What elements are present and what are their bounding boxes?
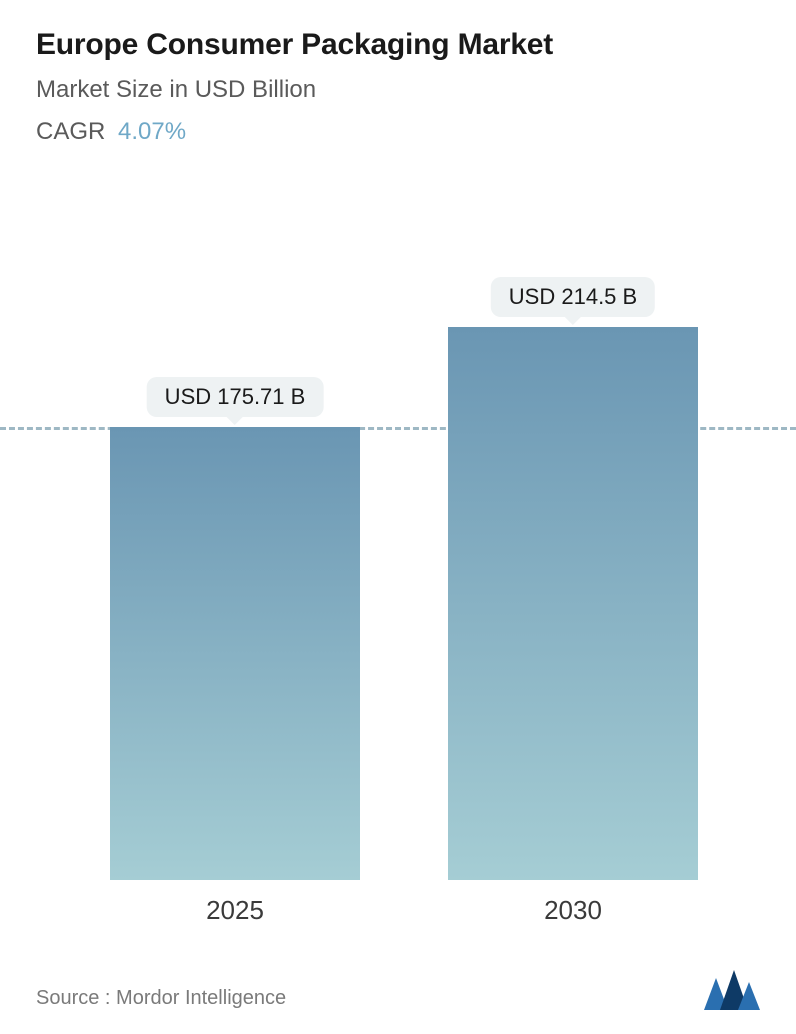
chart-subtitle: Market Size in USD Billion [36,76,760,104]
chart-title: Europe Consumer Packaging Market [36,28,760,62]
mordor-logo-icon [704,968,760,1010]
source-text: Source : Mordor Intelligence [36,987,286,1010]
cagr-row: CAGR 4.07% [36,118,760,146]
bar-2030 [448,327,698,880]
x-label-2030: 2030 [544,895,602,926]
bar-2025 [110,427,360,880]
value-bubble-2025: USD 175.71 B [147,377,324,417]
cagr-label: CAGR [36,118,105,145]
x-label-2025: 2025 [206,895,264,926]
cagr-value: 4.07% [118,118,186,145]
value-bubble-2030: USD 214.5 B [491,277,655,317]
chart-footer: Source : Mordor Intelligence [36,968,760,1010]
chart-header: Europe Consumer Packaging Market Market … [0,0,796,146]
chart-plot-area: USD 175.71 B 2025 USD 214.5 B 2030 [0,210,796,930]
